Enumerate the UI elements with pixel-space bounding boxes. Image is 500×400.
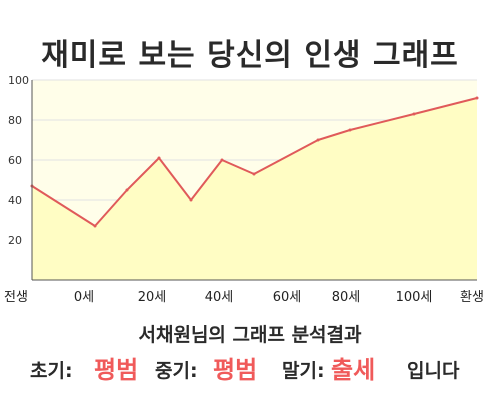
x-tick-label: 환생: [460, 290, 484, 305]
life-chart: 20 40 60 80 100 전생 0세 20세 40세 60세 80세 100세 환생: [4, 74, 484, 305]
late-label: 말기:: [282, 360, 325, 382]
x-tick-label: 60세: [273, 290, 302, 305]
y-tick-label: 100: [8, 74, 29, 87]
page-title: 재미로 보는 당신의 인생 그래프: [41, 38, 459, 73]
x-tick-label: 40세: [205, 290, 234, 305]
y-tick-label: 20: [8, 234, 22, 247]
early-label: 초기:: [30, 360, 73, 382]
life-point: [348, 128, 352, 132]
life-point: [93, 224, 97, 228]
x-tick-label: 20세: [138, 290, 167, 305]
x-tick-label: 0세: [74, 290, 94, 305]
x-tick-label: 전생: [4, 290, 28, 305]
life-point: [220, 158, 224, 162]
life-point: [475, 96, 479, 100]
y-tick-label: 60: [8, 154, 22, 167]
x-tick-label: 100세: [396, 290, 433, 305]
middle-value: 평범: [213, 356, 258, 384]
middle-label: 중기:: [155, 360, 198, 382]
life-point: [189, 198, 193, 202]
x-tick-label: 80세: [332, 290, 361, 305]
y-tick-label: 80: [8, 114, 22, 127]
ending-text: 입니다: [407, 360, 460, 382]
life-point: [157, 156, 161, 160]
y-tick-label: 40: [8, 194, 22, 207]
late-value: 출세: [331, 356, 376, 384]
life-point: [412, 112, 416, 116]
early-value: 평범: [94, 356, 139, 384]
analysis-result: 초기: 평범 중기: 평범 말기: 출세 입니다: [0, 346, 500, 386]
life-area-fill: [32, 98, 477, 280]
analysis-subtitle: 서채원님의 그래프 분석결과: [138, 324, 362, 346]
life-point: [252, 172, 256, 176]
life-point: [125, 188, 129, 192]
life-point: [316, 138, 320, 142]
